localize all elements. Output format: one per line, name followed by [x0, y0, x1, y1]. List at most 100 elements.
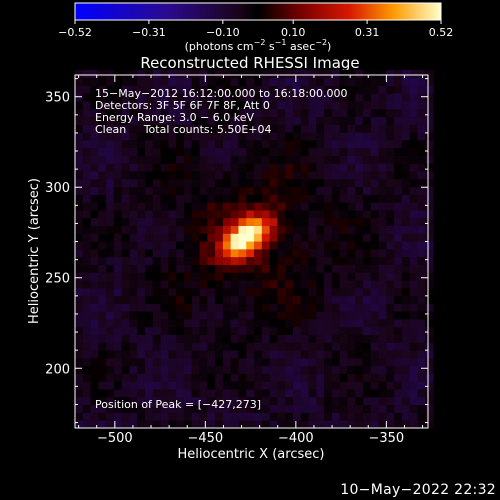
heatmap-cell [215, 69, 224, 79]
heatmap-cell [316, 233, 325, 242]
heatmap-cell [409, 389, 418, 398]
heatmap-cell [246, 101, 255, 110]
heatmap-cell [394, 194, 403, 203]
heatmap-cell [417, 280, 426, 289]
heatmap-cell [215, 108, 224, 118]
heatmap-cell [285, 303, 294, 312]
heatmap-cell [230, 194, 239, 203]
heatmap-cell [308, 256, 317, 265]
heatmap-cell [137, 357, 146, 367]
heatmap-cell [347, 256, 356, 265]
heatmap-cell [261, 241, 270, 250]
heatmap-cell [113, 186, 123, 195]
heatmap-cell [121, 93, 130, 102]
heatmap-cell [75, 412, 84, 421]
heatmap-cell [82, 404, 91, 413]
heatmap-cell [261, 389, 270, 398]
heatmap-cell [160, 210, 169, 219]
heatmap-cell [331, 77, 341, 86]
heatmap-cell [82, 311, 91, 320]
heatmap-cell [386, 77, 395, 86]
heatmap-cell [308, 241, 317, 250]
heatmap-cell [82, 389, 91, 398]
heatmap-cell [324, 210, 333, 219]
heatmap-cell [238, 241, 247, 250]
heatmap-cell [417, 264, 426, 273]
heatmap-cell [386, 295, 395, 304]
heatmap-cell [316, 334, 325, 343]
heatmap-cell [238, 178, 247, 188]
heatmap-cell [215, 412, 224, 421]
heatmap-cell [316, 132, 325, 141]
heatmap-cell [106, 303, 115, 312]
heatmap-cell [183, 210, 193, 219]
heatmap-cell [183, 241, 193, 250]
heatmap-cell [308, 272, 317, 281]
heatmap-cell [417, 202, 426, 211]
heatmap-cell [316, 101, 325, 110]
heatmap-cell [121, 357, 130, 367]
heatmap-cell [370, 194, 379, 203]
heatmap-cell [417, 171, 426, 180]
heatmap-cell [324, 420, 333, 429]
heatmap-cell [300, 194, 309, 203]
heatmap-cell [121, 225, 130, 234]
heatmap-cell [417, 311, 426, 320]
heatmap-cell [394, 420, 403, 429]
heatmap-cell [176, 326, 185, 335]
heatmap-cell [129, 116, 138, 125]
heatmap-cell [316, 163, 325, 172]
heatmap-cell [254, 404, 263, 413]
heatmap-cell [355, 311, 364, 320]
heatmap-cell [199, 217, 208, 227]
heatmap-cell [425, 163, 434, 172]
heatmap-cell [191, 373, 200, 382]
heatmap-cell [191, 225, 200, 234]
heatmap-cell [331, 311, 341, 320]
heatmap-cell [246, 241, 255, 250]
heatmap-cell [277, 272, 286, 281]
heatmap-cell [409, 108, 418, 118]
heatmap-cell [238, 233, 247, 242]
heatmap-cell [316, 357, 325, 367]
heatmap-cell [106, 85, 115, 94]
heatmap-cell [145, 248, 154, 258]
heatmap-cell [277, 256, 286, 265]
heatmap-cell [113, 373, 123, 382]
heatmap-cell [355, 280, 364, 289]
heatmap-cell [183, 108, 193, 118]
heatmap-cell [152, 334, 162, 343]
heatmap-cell [176, 396, 185, 406]
heatmap-cell [292, 147, 302, 156]
heatmap-cell [246, 381, 255, 390]
heatmap-cell [238, 350, 247, 359]
heatmap-cell [207, 108, 216, 118]
heatmap-cell [82, 217, 91, 227]
heatmap-cell [152, 389, 162, 398]
heatmap-cell [331, 295, 341, 304]
heatmap-cell [145, 77, 154, 86]
heatmap-cell [168, 264, 177, 273]
heatmap-cell [137, 264, 146, 273]
heatmap-cell [292, 116, 302, 125]
heatmap-cell [145, 116, 154, 125]
heatmap-cell [121, 412, 130, 421]
heatmap-cell [292, 233, 302, 242]
heatmap-cell [207, 163, 216, 172]
heatmap-cell [363, 139, 372, 149]
heatmap-cell [113, 210, 123, 219]
heatmap-cell [401, 210, 411, 219]
heatmap-cell [331, 202, 341, 211]
heatmap-cell [121, 210, 130, 219]
heatmap-cell [254, 69, 263, 79]
heatmap-cell [113, 350, 123, 359]
heatmap-cell [285, 373, 294, 382]
heatmap-cell [230, 248, 239, 258]
heatmap-cell [370, 210, 379, 219]
heatmap-cell [215, 93, 224, 102]
heatmap-cell [191, 217, 200, 227]
heatmap-cell [285, 389, 294, 398]
heatmap-cell [347, 210, 356, 219]
heatmap-cell [129, 373, 138, 382]
heatmap-cell [355, 132, 364, 141]
